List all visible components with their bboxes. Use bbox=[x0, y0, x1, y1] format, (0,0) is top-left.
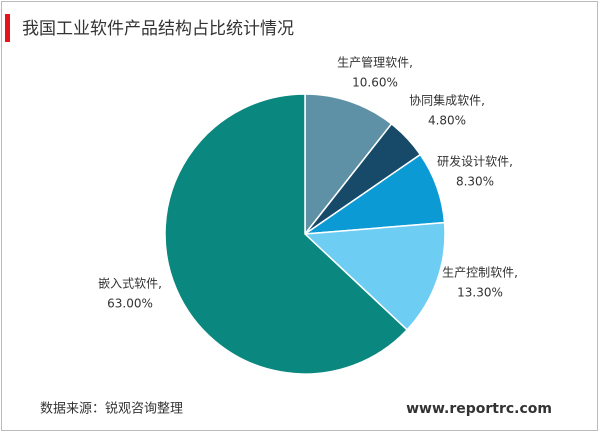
slice-label: 研发设计软件, bbox=[437, 154, 513, 169]
slice-label: 协同集成软件, bbox=[409, 93, 485, 108]
website: www.reportrc.com bbox=[406, 401, 552, 417]
slice-label: 生产控制软件, bbox=[442, 266, 518, 280]
slice-value-label: 13.30% bbox=[457, 286, 503, 300]
title-bar bbox=[5, 14, 10, 42]
slice-value-label: 4.80% bbox=[428, 114, 466, 128]
pie-slice bbox=[304, 93, 393, 237]
slice-label: 嵌入式软件, bbox=[98, 277, 162, 291]
slice-value-label: 10.60% bbox=[352, 76, 398, 90]
source: 数据来源：锐观咨询整理 bbox=[40, 402, 183, 417]
pie-slice bbox=[303, 221, 446, 331]
slice-value-label: 8.30% bbox=[456, 175, 494, 189]
slice-label: 生产管理软件, bbox=[337, 55, 413, 70]
slice-value-label: 63.00% bbox=[107, 297, 153, 311]
chart-title: 我国工业软件产品结构占比统计情况 bbox=[22, 19, 294, 39]
pie-slice bbox=[164, 93, 409, 375]
